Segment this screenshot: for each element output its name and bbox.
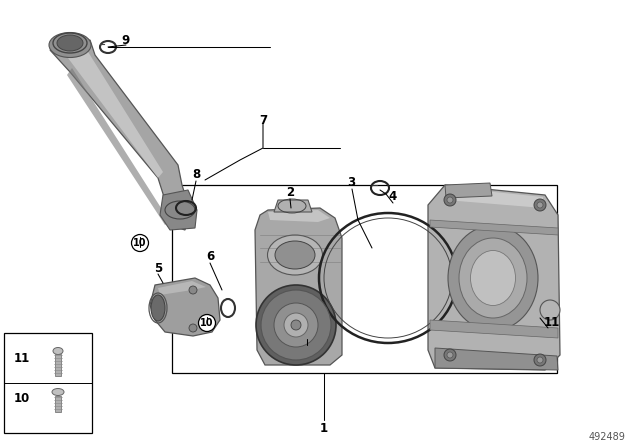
Text: 6: 6 xyxy=(206,250,214,263)
Circle shape xyxy=(534,199,546,211)
Text: 1: 1 xyxy=(320,422,328,435)
Polygon shape xyxy=(430,220,558,235)
Polygon shape xyxy=(65,47,163,178)
Circle shape xyxy=(256,285,336,365)
Ellipse shape xyxy=(151,295,165,321)
Circle shape xyxy=(189,286,197,294)
Circle shape xyxy=(189,324,197,332)
Bar xyxy=(55,354,61,376)
Text: 2: 2 xyxy=(286,186,294,199)
Polygon shape xyxy=(158,281,206,295)
Text: 5: 5 xyxy=(154,262,162,275)
Text: 7: 7 xyxy=(259,113,267,126)
Text: 492489: 492489 xyxy=(588,432,625,442)
Circle shape xyxy=(284,313,308,337)
Polygon shape xyxy=(428,185,560,370)
Circle shape xyxy=(540,300,560,320)
Ellipse shape xyxy=(52,388,64,396)
Text: 11: 11 xyxy=(14,352,30,365)
Ellipse shape xyxy=(57,35,83,51)
Ellipse shape xyxy=(459,238,527,318)
Circle shape xyxy=(537,202,543,208)
Bar xyxy=(55,396,61,412)
Polygon shape xyxy=(445,187,543,208)
Ellipse shape xyxy=(448,225,538,331)
Text: 10: 10 xyxy=(133,238,147,248)
Circle shape xyxy=(447,352,453,358)
Circle shape xyxy=(274,303,318,347)
Circle shape xyxy=(447,197,453,203)
Circle shape xyxy=(537,357,543,363)
Polygon shape xyxy=(150,278,220,336)
Ellipse shape xyxy=(49,33,91,57)
Text: 4: 4 xyxy=(389,190,397,203)
Ellipse shape xyxy=(53,348,63,354)
Ellipse shape xyxy=(470,250,515,306)
Polygon shape xyxy=(255,208,342,365)
Circle shape xyxy=(291,320,301,330)
Ellipse shape xyxy=(268,235,323,275)
Polygon shape xyxy=(160,190,197,230)
Circle shape xyxy=(444,349,456,361)
Text: 9: 9 xyxy=(122,34,130,47)
Polygon shape xyxy=(435,348,558,370)
Ellipse shape xyxy=(275,241,315,269)
Text: 10: 10 xyxy=(200,318,214,328)
Circle shape xyxy=(261,290,331,360)
Polygon shape xyxy=(67,68,170,225)
Polygon shape xyxy=(50,40,190,230)
Text: 8: 8 xyxy=(192,168,200,181)
Text: 3: 3 xyxy=(347,177,355,190)
Text: 10: 10 xyxy=(14,392,30,405)
Text: 11: 11 xyxy=(544,315,560,328)
Bar xyxy=(172,185,557,373)
Polygon shape xyxy=(445,183,492,198)
Polygon shape xyxy=(430,320,558,338)
Circle shape xyxy=(444,194,456,206)
Circle shape xyxy=(534,354,546,366)
Polygon shape xyxy=(268,210,330,222)
Polygon shape xyxy=(274,200,312,212)
Text: 10: 10 xyxy=(300,340,314,350)
Bar xyxy=(4,333,92,433)
